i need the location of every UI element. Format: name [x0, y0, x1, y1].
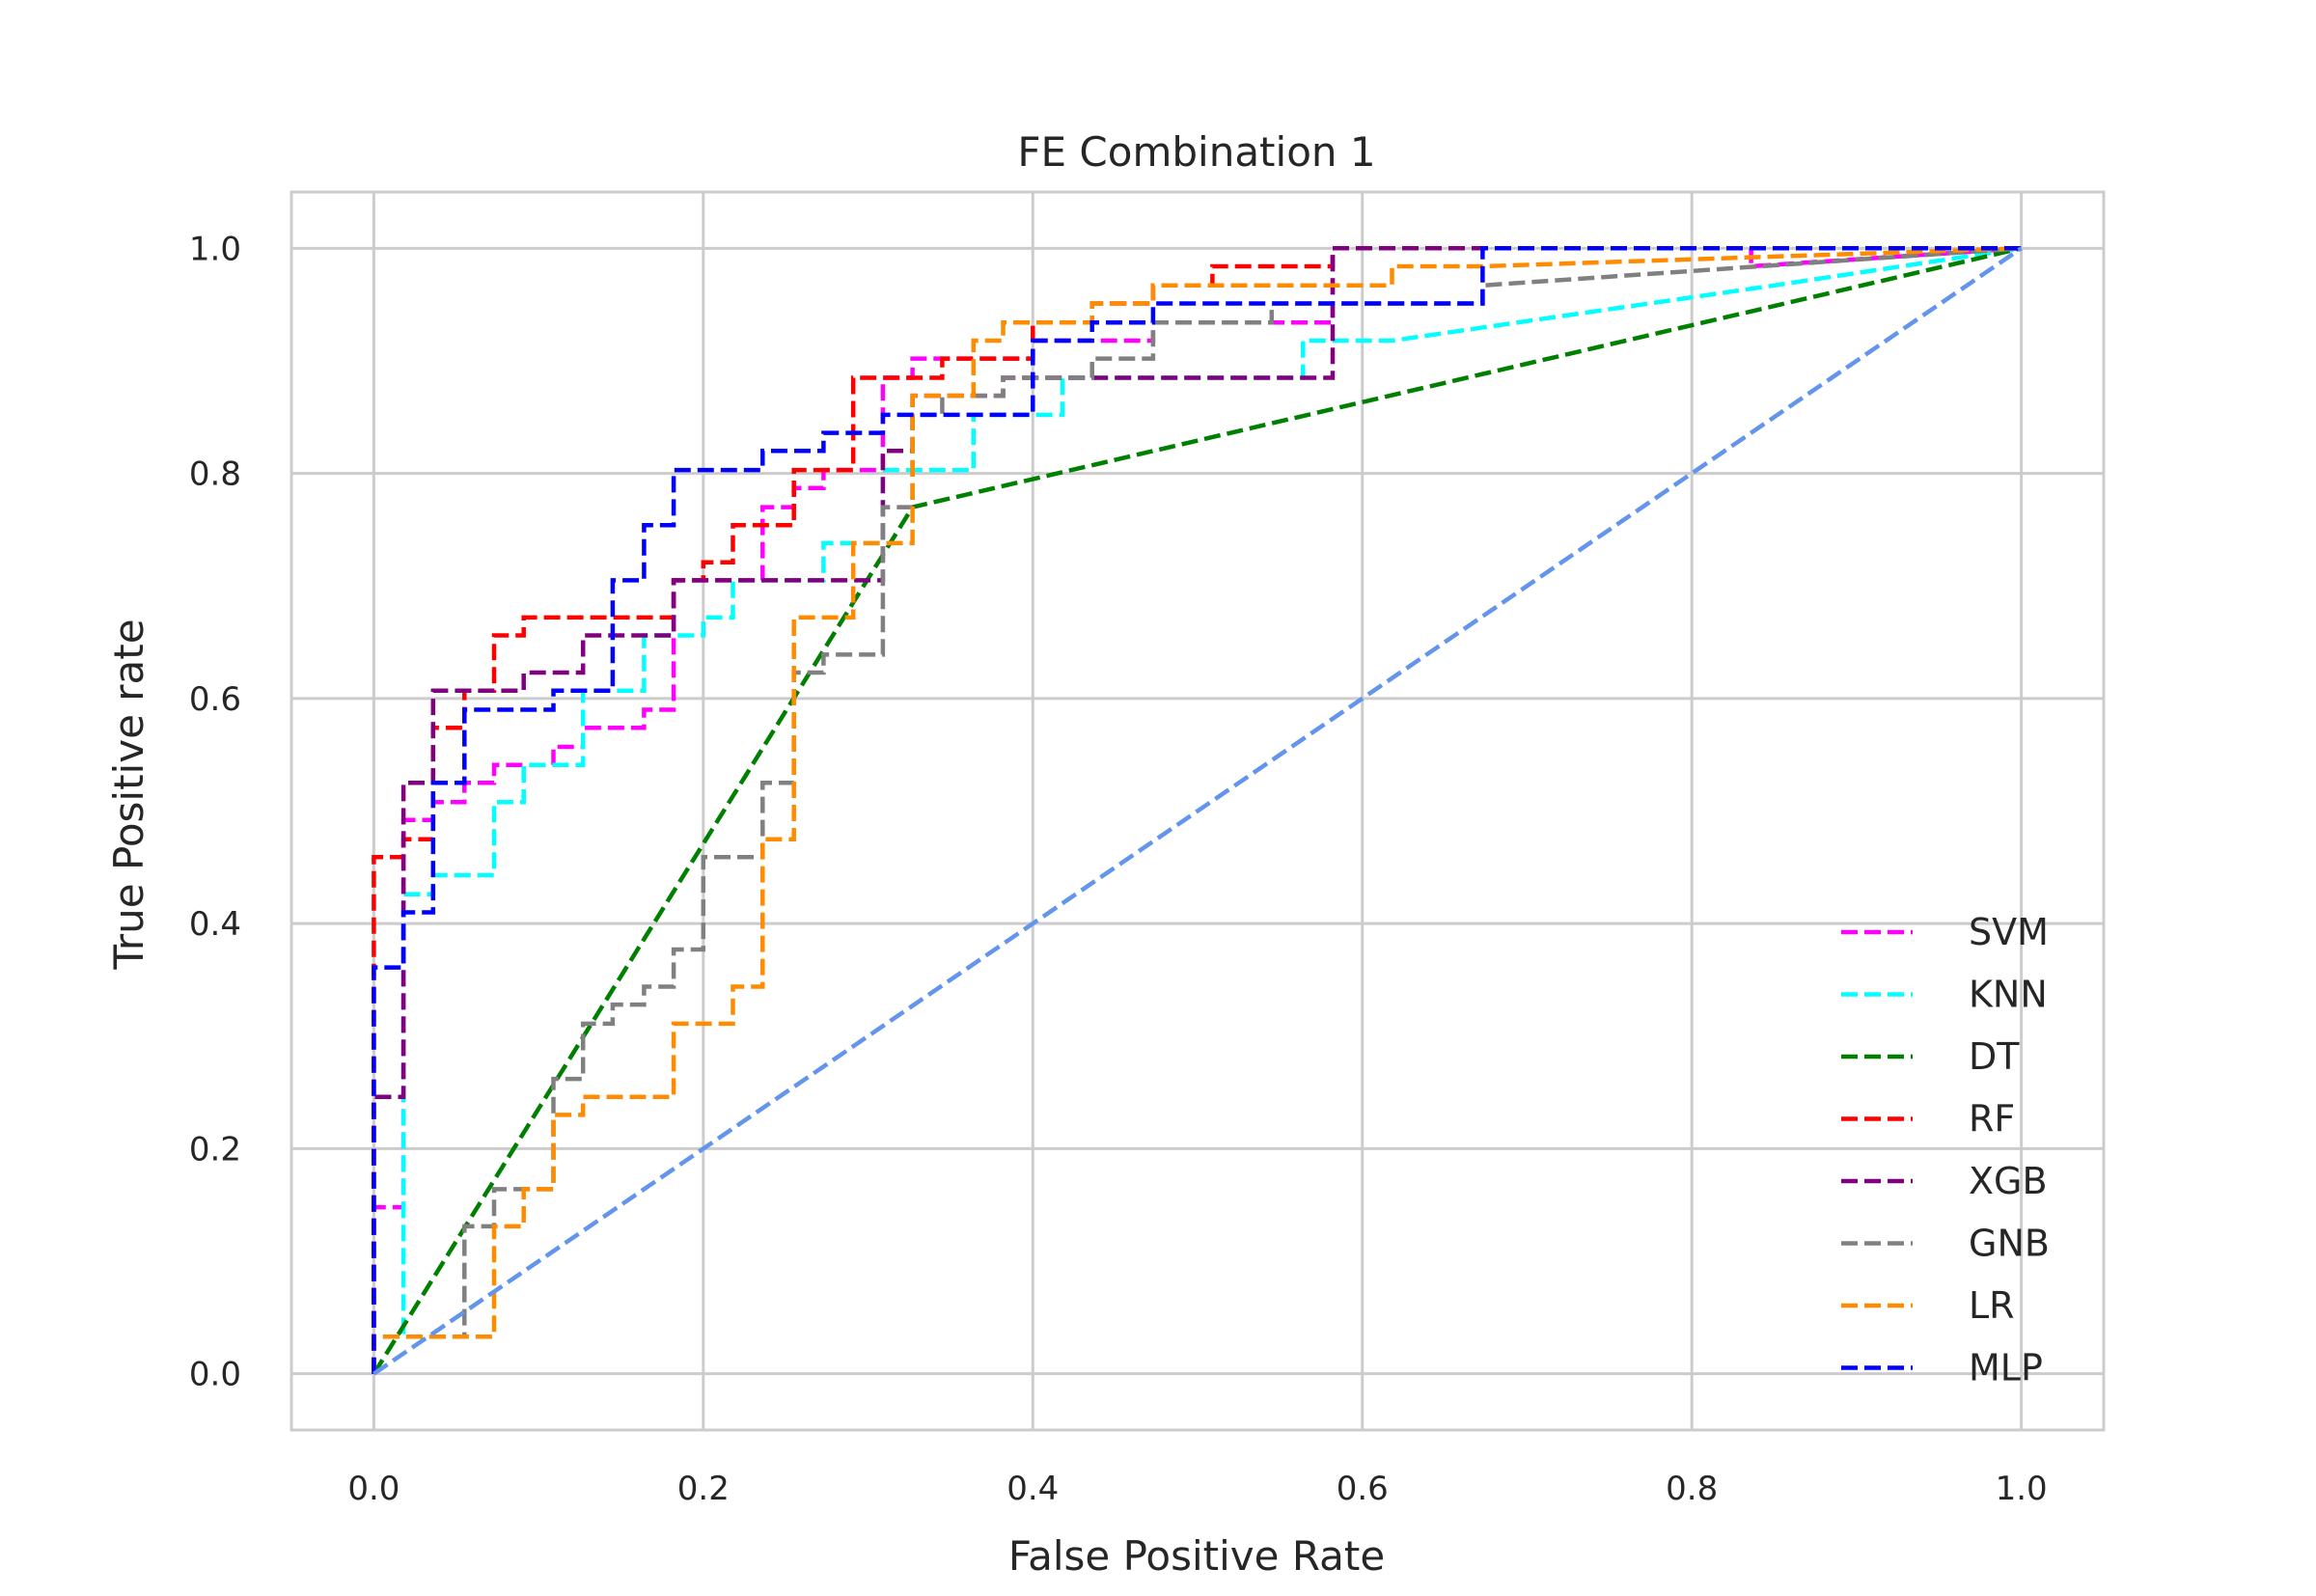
series-lines: [372, 246, 2023, 1376]
y-tick-label: 0.4: [189, 905, 241, 944]
legend-label-lr: LR: [1969, 1284, 2015, 1327]
series-line-rf: [372, 246, 2022, 1374]
legend: SVM KNN DT RF XGB GNB LR MLP: [1841, 911, 2050, 1390]
legend-label-knn: KNN: [1969, 974, 2048, 1016]
series-line-reference: [372, 246, 2023, 1376]
x-tick-label: 0.2: [677, 1470, 730, 1508]
series-line-lr: [372, 246, 2022, 1374]
x-tick-label: 0.8: [1666, 1470, 1718, 1508]
legend-label-mlp: MLP: [1969, 1347, 2043, 1390]
y-axis-label: True Positive rate: [105, 619, 152, 970]
y-tick-label: 0.0: [189, 1356, 241, 1394]
tick-labels: 0.0 0.2 0.4 0.6 0.8 1.0 0.0 0.2 0.4 0.6 0.8 1.0: [189, 230, 2048, 1508]
y-tick-label: 0.6: [189, 680, 241, 719]
series-line-mlp: [372, 246, 2022, 1374]
legend-label-rf: RF: [1969, 1098, 2015, 1141]
legend-label-gnb: GNB: [1969, 1223, 2050, 1265]
x-tick-label: 0.4: [1006, 1470, 1059, 1508]
y-tick-label: 0.8: [189, 455, 241, 494]
chart-title: FE Combination 1: [1017, 128, 1375, 176]
legend-label-xgb: XGB: [1969, 1160, 2048, 1202]
y-tick-label: 0.2: [189, 1130, 241, 1169]
y-tick-label: 1.0: [189, 230, 241, 268]
x-axis-label: False Positive Rate: [1008, 1532, 1385, 1580]
series-line-xgb: [372, 246, 2022, 1374]
legend-label-dt: DT: [1969, 1035, 2020, 1078]
plot-frame: [290, 190, 2106, 1432]
x-tick-label: 0.0: [347, 1470, 400, 1508]
x-tick-label: 1.0: [1996, 1470, 2048, 1508]
x-tick-label: 0.6: [1337, 1470, 1389, 1508]
legend-label-svm: SVM: [1969, 911, 2049, 953]
